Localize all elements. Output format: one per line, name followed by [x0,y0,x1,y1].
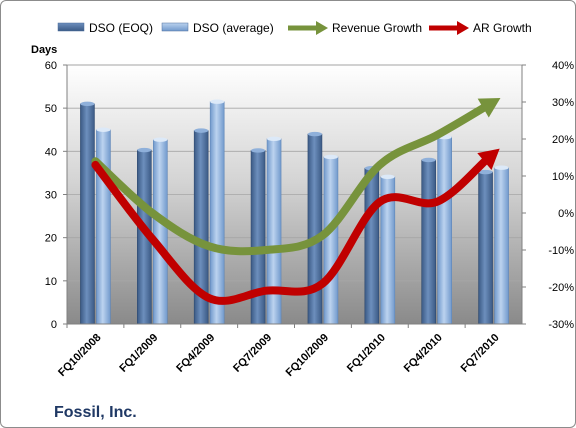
bar [153,139,168,325]
legend-label: AR Growth [473,21,532,35]
bar [209,101,225,325]
bar-cap [323,154,338,160]
bar-cap [96,127,111,132]
left-tick-label: 0 [51,319,57,331]
legend-swatch [57,22,85,32]
x-tick-label: FQ4/2009 [174,332,217,375]
bar-cap [194,128,209,133]
company-label: Fossil, Inc. [54,404,137,421]
bar [266,138,282,325]
bar [323,156,339,325]
x-tick-label: FQ1/2009 [117,332,160,375]
bar [494,167,509,325]
legend-label: DSO (average) [193,21,274,35]
bar-cap [421,157,436,163]
right-tick-label: -20% [548,282,574,294]
bar-cap [380,174,395,180]
x-tick-label: FQ7/2010 [459,332,502,375]
x-tick-label: FQ1/2010 [345,332,388,375]
left-tick-label: 50 [45,103,57,115]
left-tick-label: 30 [45,190,57,202]
legend-arrowhead [316,21,328,35]
legend: DSO (EOQ) DSO (average) Revenue Growth AR G… [57,21,532,35]
x-tick-label: FQ10/2009 [284,332,331,379]
right-tick-label: 30% [552,97,574,109]
bar-cap [251,148,266,153]
bar-cap [478,169,493,175]
x-tick-label: FQ10/2008 [56,332,103,379]
bar-cap [210,99,225,104]
bar-cap [153,137,168,142]
line-arrowhead [477,97,501,118]
right-tick-label: 0% [558,208,574,220]
bar [307,133,323,325]
bar [437,136,452,325]
left-tick-label: 10 [45,276,57,288]
legend-swatch [161,22,189,32]
bar [250,150,266,325]
left-tick-label: 40 [45,146,57,158]
line-series [91,103,489,256]
right-tick-label: -30% [548,319,574,331]
bar-cap [307,131,322,137]
legend-label: Revenue Growth [332,21,422,35]
legend-arrowhead [457,21,469,35]
left-axis-title: Days [31,44,57,56]
right-tick-label: 40% [552,60,574,72]
bar [80,103,95,325]
bar [421,159,436,325]
right-tick-label: 10% [552,171,574,183]
line-series [91,156,490,305]
bar [364,167,380,325]
left-tick-label: 60 [45,60,57,72]
right-tick-label: -10% [548,245,574,257]
right-tick-label: 20% [552,134,574,146]
x-tick-label: FQ4/2010 [402,332,445,375]
bar-cap [80,101,95,107]
line-series-group [91,97,501,305]
x-tick-label: FQ7/2009 [231,332,274,375]
bar-cap [137,147,152,153]
left-tick-label: 20 [45,233,57,245]
line-arrowhead [477,148,500,170]
legend-label: DSO (EOQ) [89,21,153,35]
bar-cap [494,165,509,170]
bar [478,171,493,325]
bar-series-group [80,99,509,325]
bar-cap [267,136,282,142]
